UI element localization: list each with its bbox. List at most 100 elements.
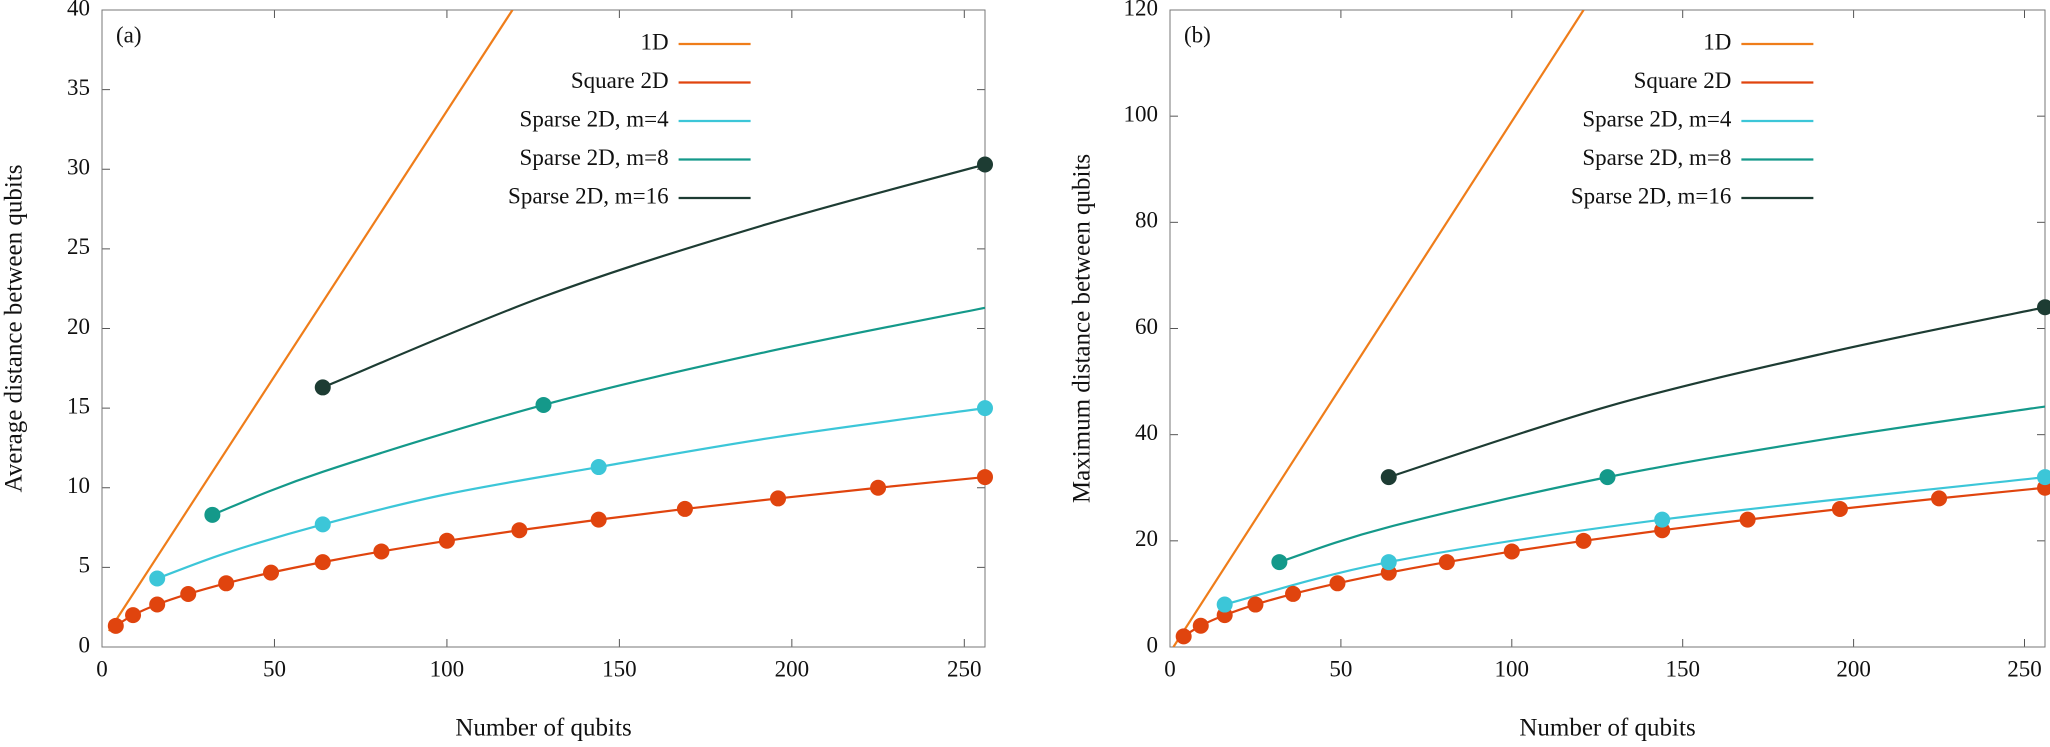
series-line xyxy=(1279,405,2045,564)
marker xyxy=(1285,585,1302,602)
marker xyxy=(1831,500,1848,517)
legend-label: Sparse 2D, m=16 xyxy=(1571,183,1732,208)
marker xyxy=(676,500,693,517)
marker xyxy=(314,554,331,571)
y-tick-label: 0 xyxy=(79,632,91,657)
marker xyxy=(263,564,280,581)
y-tick-label: 10 xyxy=(67,473,90,498)
marker xyxy=(1654,511,1671,528)
series-line xyxy=(211,306,985,516)
marker xyxy=(870,479,887,496)
marker xyxy=(977,469,993,486)
marker xyxy=(1380,469,1397,486)
marker xyxy=(1247,596,1264,613)
x-tick-label: 250 xyxy=(2007,656,2042,681)
y-tick-label: 40 xyxy=(1135,420,1158,445)
y-tick-label: 15 xyxy=(67,393,90,418)
y-tick-label: 100 xyxy=(1124,101,1159,126)
plot-frame xyxy=(101,9,986,648)
marker xyxy=(314,516,331,533)
x-tick-label: 100 xyxy=(430,656,465,681)
x-tick-label: 200 xyxy=(1836,656,1871,681)
marker xyxy=(1192,617,1209,634)
marker xyxy=(1575,532,1592,549)
marker xyxy=(1271,554,1288,571)
markers xyxy=(107,156,993,634)
x-tick-label: 50 xyxy=(263,656,286,681)
marker xyxy=(204,506,221,523)
series-line xyxy=(1224,476,2045,606)
y-axis-label: Average distance between qubits xyxy=(1,165,28,493)
marker xyxy=(535,396,552,413)
legend-label: Sparse 2D, m=16 xyxy=(508,183,669,208)
marker xyxy=(1739,511,1756,528)
y-tick-label: 30 xyxy=(67,155,90,180)
marker xyxy=(180,585,197,602)
marker xyxy=(373,543,390,560)
legend-label: Sparse 2D, m=4 xyxy=(1582,106,1732,131)
x-axis-label: Number of qubits xyxy=(455,715,631,742)
series-line xyxy=(115,475,985,627)
marker xyxy=(125,607,142,624)
marker xyxy=(1931,490,1948,507)
y-tick-label: 25 xyxy=(67,234,90,259)
marker xyxy=(1175,628,1192,645)
x-tick-label: 150 xyxy=(602,656,637,681)
y-tick-label: 60 xyxy=(1135,314,1158,339)
series-line xyxy=(156,407,985,580)
series-line xyxy=(322,163,985,389)
panel: 0 50 100 150 200 250 0 20 40 60 80 100 120 Number of … xyxy=(1069,0,2050,742)
x-tick-label: 150 xyxy=(1665,656,1700,681)
legend-label: Sparse 2D, m=8 xyxy=(1582,145,1731,170)
x-tick-label: 200 xyxy=(775,656,810,681)
legend-label: 1D xyxy=(1703,29,1731,54)
y-tick-label: 120 xyxy=(1124,0,1159,20)
marker xyxy=(149,570,166,587)
marker xyxy=(511,522,528,539)
legend-label: Square 2D xyxy=(571,68,669,93)
marker xyxy=(438,532,455,549)
marker xyxy=(149,596,166,613)
y-axis-label: Maximum distance between qubits xyxy=(1069,154,1096,503)
y-tick-label: 35 xyxy=(67,75,90,100)
x-tick-label: 250 xyxy=(947,656,982,681)
marker xyxy=(1216,596,1233,613)
legend-label: Square 2D xyxy=(1634,68,1732,93)
marker xyxy=(218,575,235,592)
marker xyxy=(1329,575,1346,592)
markers xyxy=(1175,299,2050,645)
legend-label: Sparse 2D, m=8 xyxy=(520,145,669,170)
series-line xyxy=(1183,486,2045,638)
x-axis-label: Number of qubits xyxy=(1519,715,1695,742)
marker xyxy=(770,490,787,507)
x-tick-label: 0 xyxy=(1164,656,1176,681)
marker xyxy=(314,379,331,396)
y-tick-label: 40 xyxy=(67,0,90,20)
marker xyxy=(1599,469,1616,486)
marker xyxy=(1438,554,1455,571)
y-tick-label: 20 xyxy=(1135,526,1158,551)
x-tick-label: 100 xyxy=(1495,656,1530,681)
series-line xyxy=(1172,10,1585,647)
x-tick-label: 0 xyxy=(96,656,108,681)
marker xyxy=(590,459,607,476)
plot-area xyxy=(107,10,985,632)
panel: 0 50 100 150 200 250 0 5 10 15 20 25 30 35 40 Number of… xyxy=(1,0,993,742)
marker xyxy=(977,156,993,173)
marker xyxy=(1503,543,1520,560)
marker xyxy=(977,400,993,417)
plot-area xyxy=(1172,10,2045,647)
legend-label: 1D xyxy=(640,29,668,54)
y-tick-label: 80 xyxy=(1135,208,1158,233)
x-tick-label: 50 xyxy=(1329,656,1352,681)
marker xyxy=(590,511,607,528)
marker xyxy=(1380,554,1397,571)
series-line xyxy=(1388,306,2045,479)
marker xyxy=(2037,299,2050,316)
y-tick-label: 20 xyxy=(67,314,90,339)
y-tick-label: 0 xyxy=(1147,632,1159,657)
marker xyxy=(2037,469,2050,486)
marker xyxy=(107,617,124,634)
panel-label: (b) xyxy=(1184,22,1211,47)
